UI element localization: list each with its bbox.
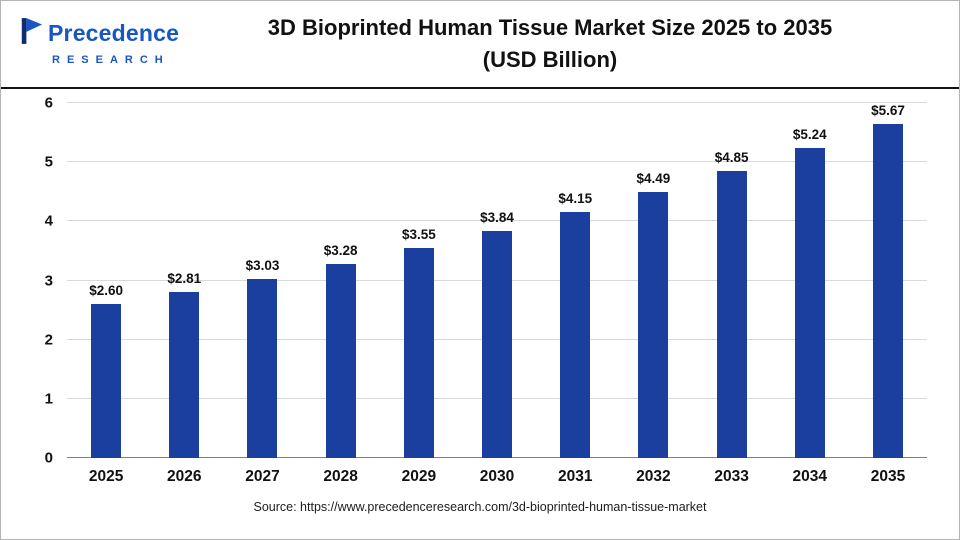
bar-column: $3.84 [458, 103, 536, 458]
x-tick-label: 2026 [167, 468, 202, 485]
bar-value-label: $5.67 [871, 103, 905, 118]
x-tick-label: 2032 [636, 468, 671, 485]
bar-column: $2.60 [67, 103, 145, 458]
page-title-line2: (USD Billion) [482, 47, 618, 72]
y-tick-label: 0 [44, 449, 53, 467]
bar-value-label: $3.55 [401, 226, 436, 242]
y-tick-label: 3 [44, 272, 53, 289]
bar-value-label: $3.28 [323, 242, 358, 258]
bar-value-label: $3.03 [245, 257, 280, 273]
bar-value-label: $4.85 [714, 150, 749, 166]
page-title-line1: 3D Bioprinted Human Tissue Market Size 2… [267, 15, 833, 41]
bars-container: $2.60 $2.81 $3.03 $3.28 $3.55 $3.84 $4.15 $4.49… [67, 103, 927, 458]
bar-column: $5.24 [771, 103, 849, 458]
bar-column: $4.15 [536, 103, 614, 458]
bar [638, 192, 669, 458]
bar [794, 147, 825, 458]
precedence-logo-icon [19, 16, 43, 51]
x-tick-label: 2029 [401, 468, 437, 485]
logo-name-text: Precedence [48, 20, 180, 46]
header: Precedence RESEARCH 3D Bioprinted Human … [1, 1, 959, 89]
y-tick-label: 6 [44, 94, 53, 112]
logo-subname-text: RESEARCH [52, 54, 170, 66]
bar-value-label: $2.60 [89, 283, 123, 299]
bar-chart: 0 1 2 3 4 5 6 $2.60 $2.81 $3.03 $3.28 $3.55 $3.84 $4.… [45, 95, 927, 467]
x-tick-label: 2035 [870, 468, 906, 485]
y-tick-label: 5 [44, 153, 53, 171]
bar-value-label: $5.24 [792, 126, 827, 142]
gridline [67, 161, 927, 163]
bar-column: $3.55 [380, 103, 458, 458]
bar-column: $4.85 [693, 103, 771, 458]
bar [91, 304, 122, 458]
bar [247, 278, 278, 458]
gridline [67, 102, 927, 103]
bar-column: $5.67 [849, 103, 927, 458]
bar-column: $3.28 [302, 103, 380, 458]
y-tick-label: 2 [44, 331, 53, 349]
y-tick-label: 1 [44, 390, 53, 408]
bar-value-label: $4.49 [636, 171, 671, 187]
bar [403, 247, 434, 458]
x-tick-label: 2033 [714, 468, 749, 485]
source-text: Source: https://www.precedenceresearch.c… [253, 500, 707, 514]
y-tick-label: 4 [44, 212, 53, 230]
plot-area: 0 1 2 3 4 5 6 $2.60 $2.81 $3.03 $3.28 $3.55 $3.84 $4.… [45, 95, 927, 467]
bar-value-label: $4.15 [558, 191, 593, 207]
bar [325, 263, 356, 458]
bar [872, 124, 903, 458]
bar-value-label: $2.81 [167, 270, 202, 286]
bar [560, 212, 591, 458]
bar [169, 291, 200, 458]
x-tick-label: 2034 [792, 468, 828, 485]
bar-column: $4.49 [614, 103, 692, 458]
bar-column: $3.03 [223, 103, 301, 458]
x-tick-label: 2028 [323, 468, 358, 485]
x-tick-label: 2027 [245, 468, 280, 485]
bar [482, 230, 513, 458]
x-tick-label: 2030 [479, 468, 515, 485]
gridline [67, 220, 927, 222]
page-title: 3D Bioprinted Human Tissue Market Size 2… [1, 12, 959, 76]
x-tick-label: 2031 [557, 468, 593, 485]
x-axis-labels: 2025 2026 2027 2028 2029 2030 2031 2032 2033 2034… [67, 468, 927, 486]
bar-value-label: $3.84 [480, 209, 514, 225]
bar-column: $2.81 [145, 103, 223, 458]
bar [716, 171, 747, 458]
precedence-logo: Precedence RESEARCH [19, 16, 179, 66]
x-tick-label: 2025 [88, 468, 124, 485]
